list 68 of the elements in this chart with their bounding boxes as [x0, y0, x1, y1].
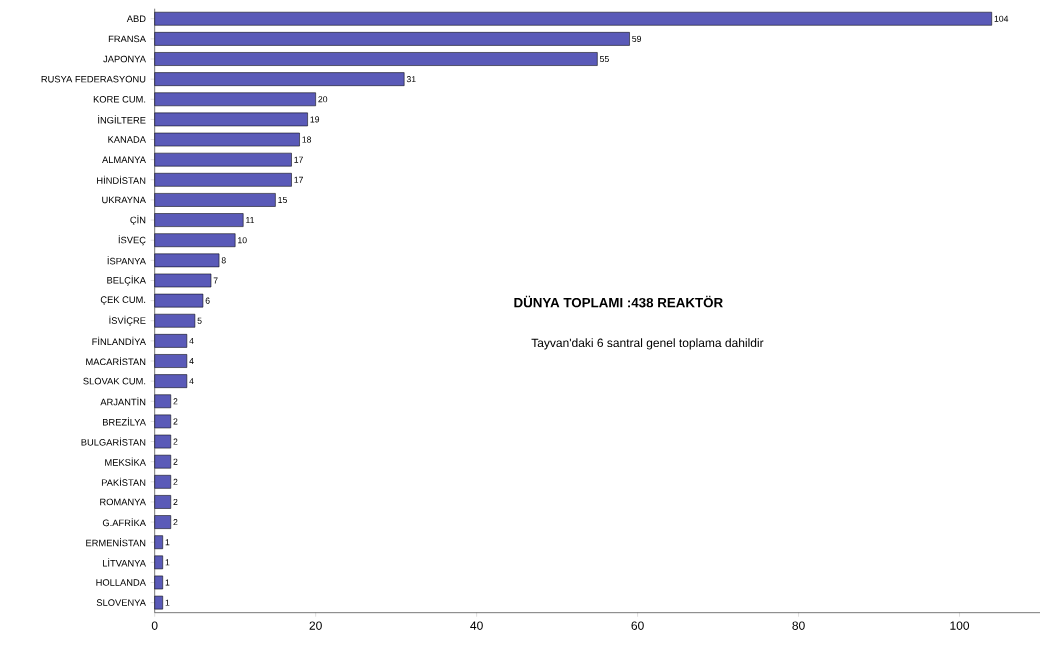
- y-tick-label: BELÇİKA: [107, 275, 146, 286]
- y-tick-label: SLOVAK CUM.: [83, 377, 146, 385]
- data-label: 4: [189, 378, 194, 385]
- data-label: 18: [302, 136, 312, 143]
- data-label: 20: [318, 96, 328, 103]
- data-label: 17: [294, 176, 303, 183]
- y-tick-label: ERMENİSTAN: [86, 538, 146, 547]
- data-label: 17: [294, 156, 303, 163]
- annotation: DÜNYA TOPLAMI :438 REAKTÖR: [514, 295, 723, 308]
- data-label: 19: [310, 116, 320, 123]
- x-tick-label: 60: [631, 621, 644, 630]
- data-label: 59: [632, 35, 642, 42]
- y-tick-label: İSVİÇRE: [109, 315, 146, 326]
- data-label: 7: [213, 277, 218, 284]
- data-label: 4: [189, 337, 194, 344]
- y-tick-label: UKRAYNA: [102, 196, 146, 204]
- y-tick-label: JAPONYA: [103, 55, 146, 63]
- y-tick-label: ABD: [126, 15, 146, 22]
- x-tick-label: 40: [470, 621, 483, 630]
- y-tick-label: ROMANYA: [100, 498, 146, 506]
- x-tick-label: 80: [792, 621, 805, 630]
- data-label: 6: [205, 297, 210, 304]
- y-tick-label: FRANSA: [108, 35, 146, 43]
- y-tick-label: RUSYA FEDERASYONU: [41, 75, 146, 83]
- data-label: 55: [599, 55, 609, 63]
- y-tick-label: İSPANYA: [107, 256, 146, 265]
- y-tick-label: KORE CUM.: [93, 95, 146, 103]
- y-tick-label: MACARİSTAN: [86, 356, 146, 366]
- y-tick-label: SLOVENYA: [96, 599, 146, 606]
- y-tick-label: LİTVANYA: [103, 558, 146, 567]
- annotation: Tayvan'daki 6 santral genel toplama dahildir: [531, 338, 764, 350]
- data-label: 2: [173, 418, 178, 425]
- y-tick-label: ALMANYA: [102, 156, 146, 163]
- data-label: 15: [278, 196, 287, 203]
- x-tick-label: 0: [151, 621, 158, 630]
- data-label: 10: [238, 237, 247, 244]
- data-label: 8: [221, 257, 226, 264]
- data-label: 2: [173, 498, 178, 505]
- data-label: 1: [165, 579, 170, 586]
- data-label: 2: [173, 458, 178, 465]
- data-label: 1: [165, 539, 170, 546]
- y-tick-label: İNGİLTERE: [98, 115, 146, 124]
- data-label: 2: [173, 438, 178, 445]
- data-label: 5: [197, 317, 202, 324]
- y-tick-label: HİNDİSTAN: [97, 175, 146, 184]
- y-tick-label: G.AFRİKA: [102, 517, 146, 527]
- x-tick-label: 100: [950, 621, 970, 630]
- y-tick-label: MEKSİKA: [105, 457, 146, 466]
- y-tick-label: FİNLANDİYA: [92, 336, 146, 345]
- y-tick-label: ÇİN: [130, 215, 146, 226]
- y-tick-label: BREZİLYA: [103, 417, 146, 426]
- data-label: 1: [165, 599, 170, 606]
- data-label: 104: [994, 15, 1009, 22]
- x-tick-label: 20: [309, 621, 322, 630]
- data-label: 2: [173, 519, 178, 526]
- y-tick-label: ÇEK CUM.: [100, 296, 146, 305]
- y-tick-label: İSVEÇ: [118, 235, 146, 246]
- data-label: 31: [406, 76, 416, 83]
- y-tick-label: PAKİSTAN: [101, 477, 146, 486]
- y-tick-label: KANADA: [108, 136, 146, 143]
- data-label: 1: [165, 559, 170, 566]
- data-label: 2: [173, 478, 178, 485]
- y-tick-label: BULGARİSTAN: [81, 437, 146, 446]
- y-tick-label: ARJANTİN: [100, 397, 146, 406]
- data-label: 11: [246, 217, 255, 224]
- y-tick-label: HOLLANDA: [96, 579, 146, 586]
- data-label: 4: [189, 358, 194, 364]
- data-label: 2: [173, 398, 178, 405]
